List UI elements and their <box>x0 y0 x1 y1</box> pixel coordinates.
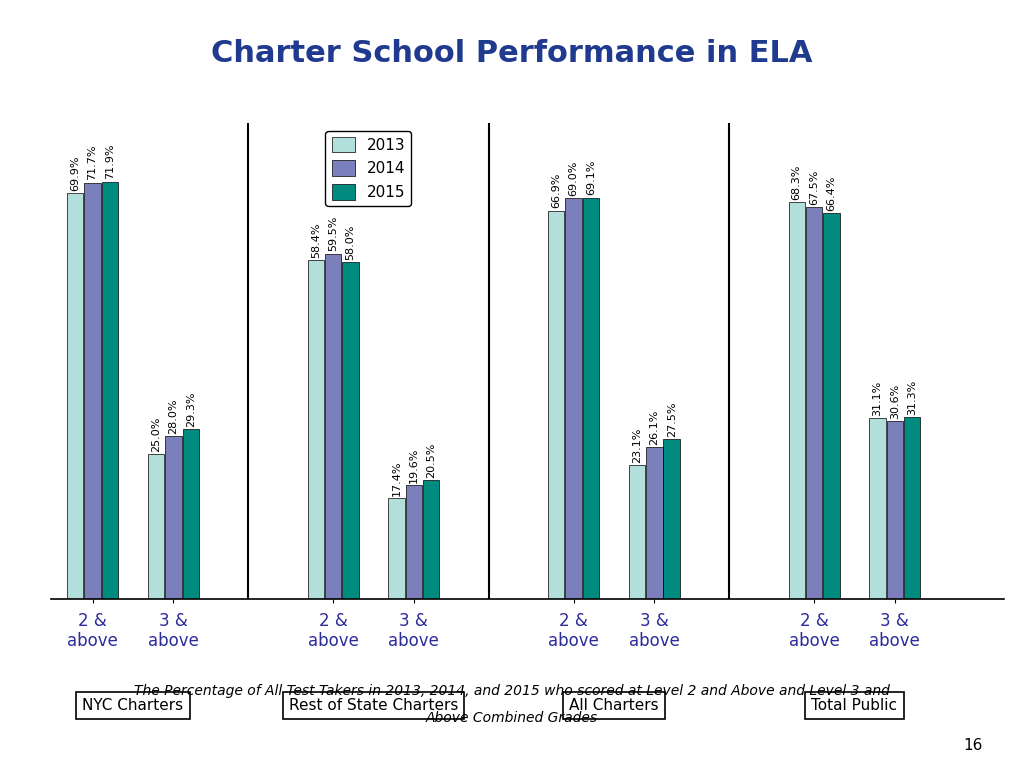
Bar <box>583 198 599 599</box>
Text: 17.4%: 17.4% <box>391 460 401 495</box>
Text: Charter School Performance in ELA: Charter School Performance in ELA <box>211 39 813 68</box>
Text: 20.5%: 20.5% <box>426 442 436 478</box>
Bar <box>548 210 564 599</box>
Bar <box>68 193 83 599</box>
Text: 27.5%: 27.5% <box>667 402 677 437</box>
Text: 59.5%: 59.5% <box>328 216 338 251</box>
Bar <box>646 448 663 599</box>
Bar <box>307 260 324 599</box>
Bar <box>904 417 921 599</box>
Bar <box>806 207 822 599</box>
Bar <box>165 436 181 599</box>
Text: 58.4%: 58.4% <box>310 222 321 257</box>
Text: 68.3%: 68.3% <box>792 164 802 200</box>
Text: 29.3%: 29.3% <box>185 391 196 426</box>
Text: 69.0%: 69.0% <box>568 161 579 196</box>
Text: Total Public: Total Public <box>811 698 897 713</box>
Bar <box>342 262 358 599</box>
Text: 31.1%: 31.1% <box>872 381 883 416</box>
Text: All Charters: All Charters <box>569 698 658 713</box>
Bar <box>629 465 645 599</box>
Text: 31.3%: 31.3% <box>907 379 918 415</box>
Text: 66.9%: 66.9% <box>551 173 561 208</box>
Bar <box>887 422 903 599</box>
Text: 69.1%: 69.1% <box>586 160 596 196</box>
Bar <box>664 439 680 599</box>
Bar <box>84 183 100 599</box>
Legend: 2013, 2014, 2015: 2013, 2014, 2015 <box>326 131 412 206</box>
Text: 19.6%: 19.6% <box>409 448 419 483</box>
Bar <box>325 253 341 599</box>
Text: Above Combined Grades: Above Combined Grades <box>426 711 598 725</box>
Bar <box>869 419 886 599</box>
Text: 67.5%: 67.5% <box>809 170 819 205</box>
Bar <box>182 429 199 599</box>
Bar <box>823 214 840 599</box>
Bar <box>423 480 439 599</box>
Text: 58.0%: 58.0% <box>345 224 355 260</box>
Text: 71.7%: 71.7% <box>88 145 97 180</box>
Bar <box>788 203 805 599</box>
Text: 71.9%: 71.9% <box>104 144 115 179</box>
Bar <box>147 454 164 599</box>
Text: NYC Charters: NYC Charters <box>82 698 183 713</box>
Text: 16: 16 <box>964 737 983 753</box>
Bar <box>388 498 404 599</box>
Text: Rest of State Charters: Rest of State Charters <box>289 698 458 713</box>
Text: 30.6%: 30.6% <box>890 384 900 419</box>
Text: 25.0%: 25.0% <box>152 416 161 452</box>
Bar <box>101 181 118 599</box>
Text: 28.0%: 28.0% <box>168 399 178 434</box>
Text: 66.4%: 66.4% <box>826 176 837 211</box>
Text: 26.1%: 26.1% <box>649 410 659 445</box>
Text: The Percentage of All Test Takers in 2013, 2014, and 2015 who scored at Level 2 : The Percentage of All Test Takers in 201… <box>134 684 890 698</box>
Text: 23.1%: 23.1% <box>632 427 642 462</box>
Bar <box>406 485 422 599</box>
Bar <box>565 198 582 599</box>
Text: 69.9%: 69.9% <box>71 155 80 190</box>
